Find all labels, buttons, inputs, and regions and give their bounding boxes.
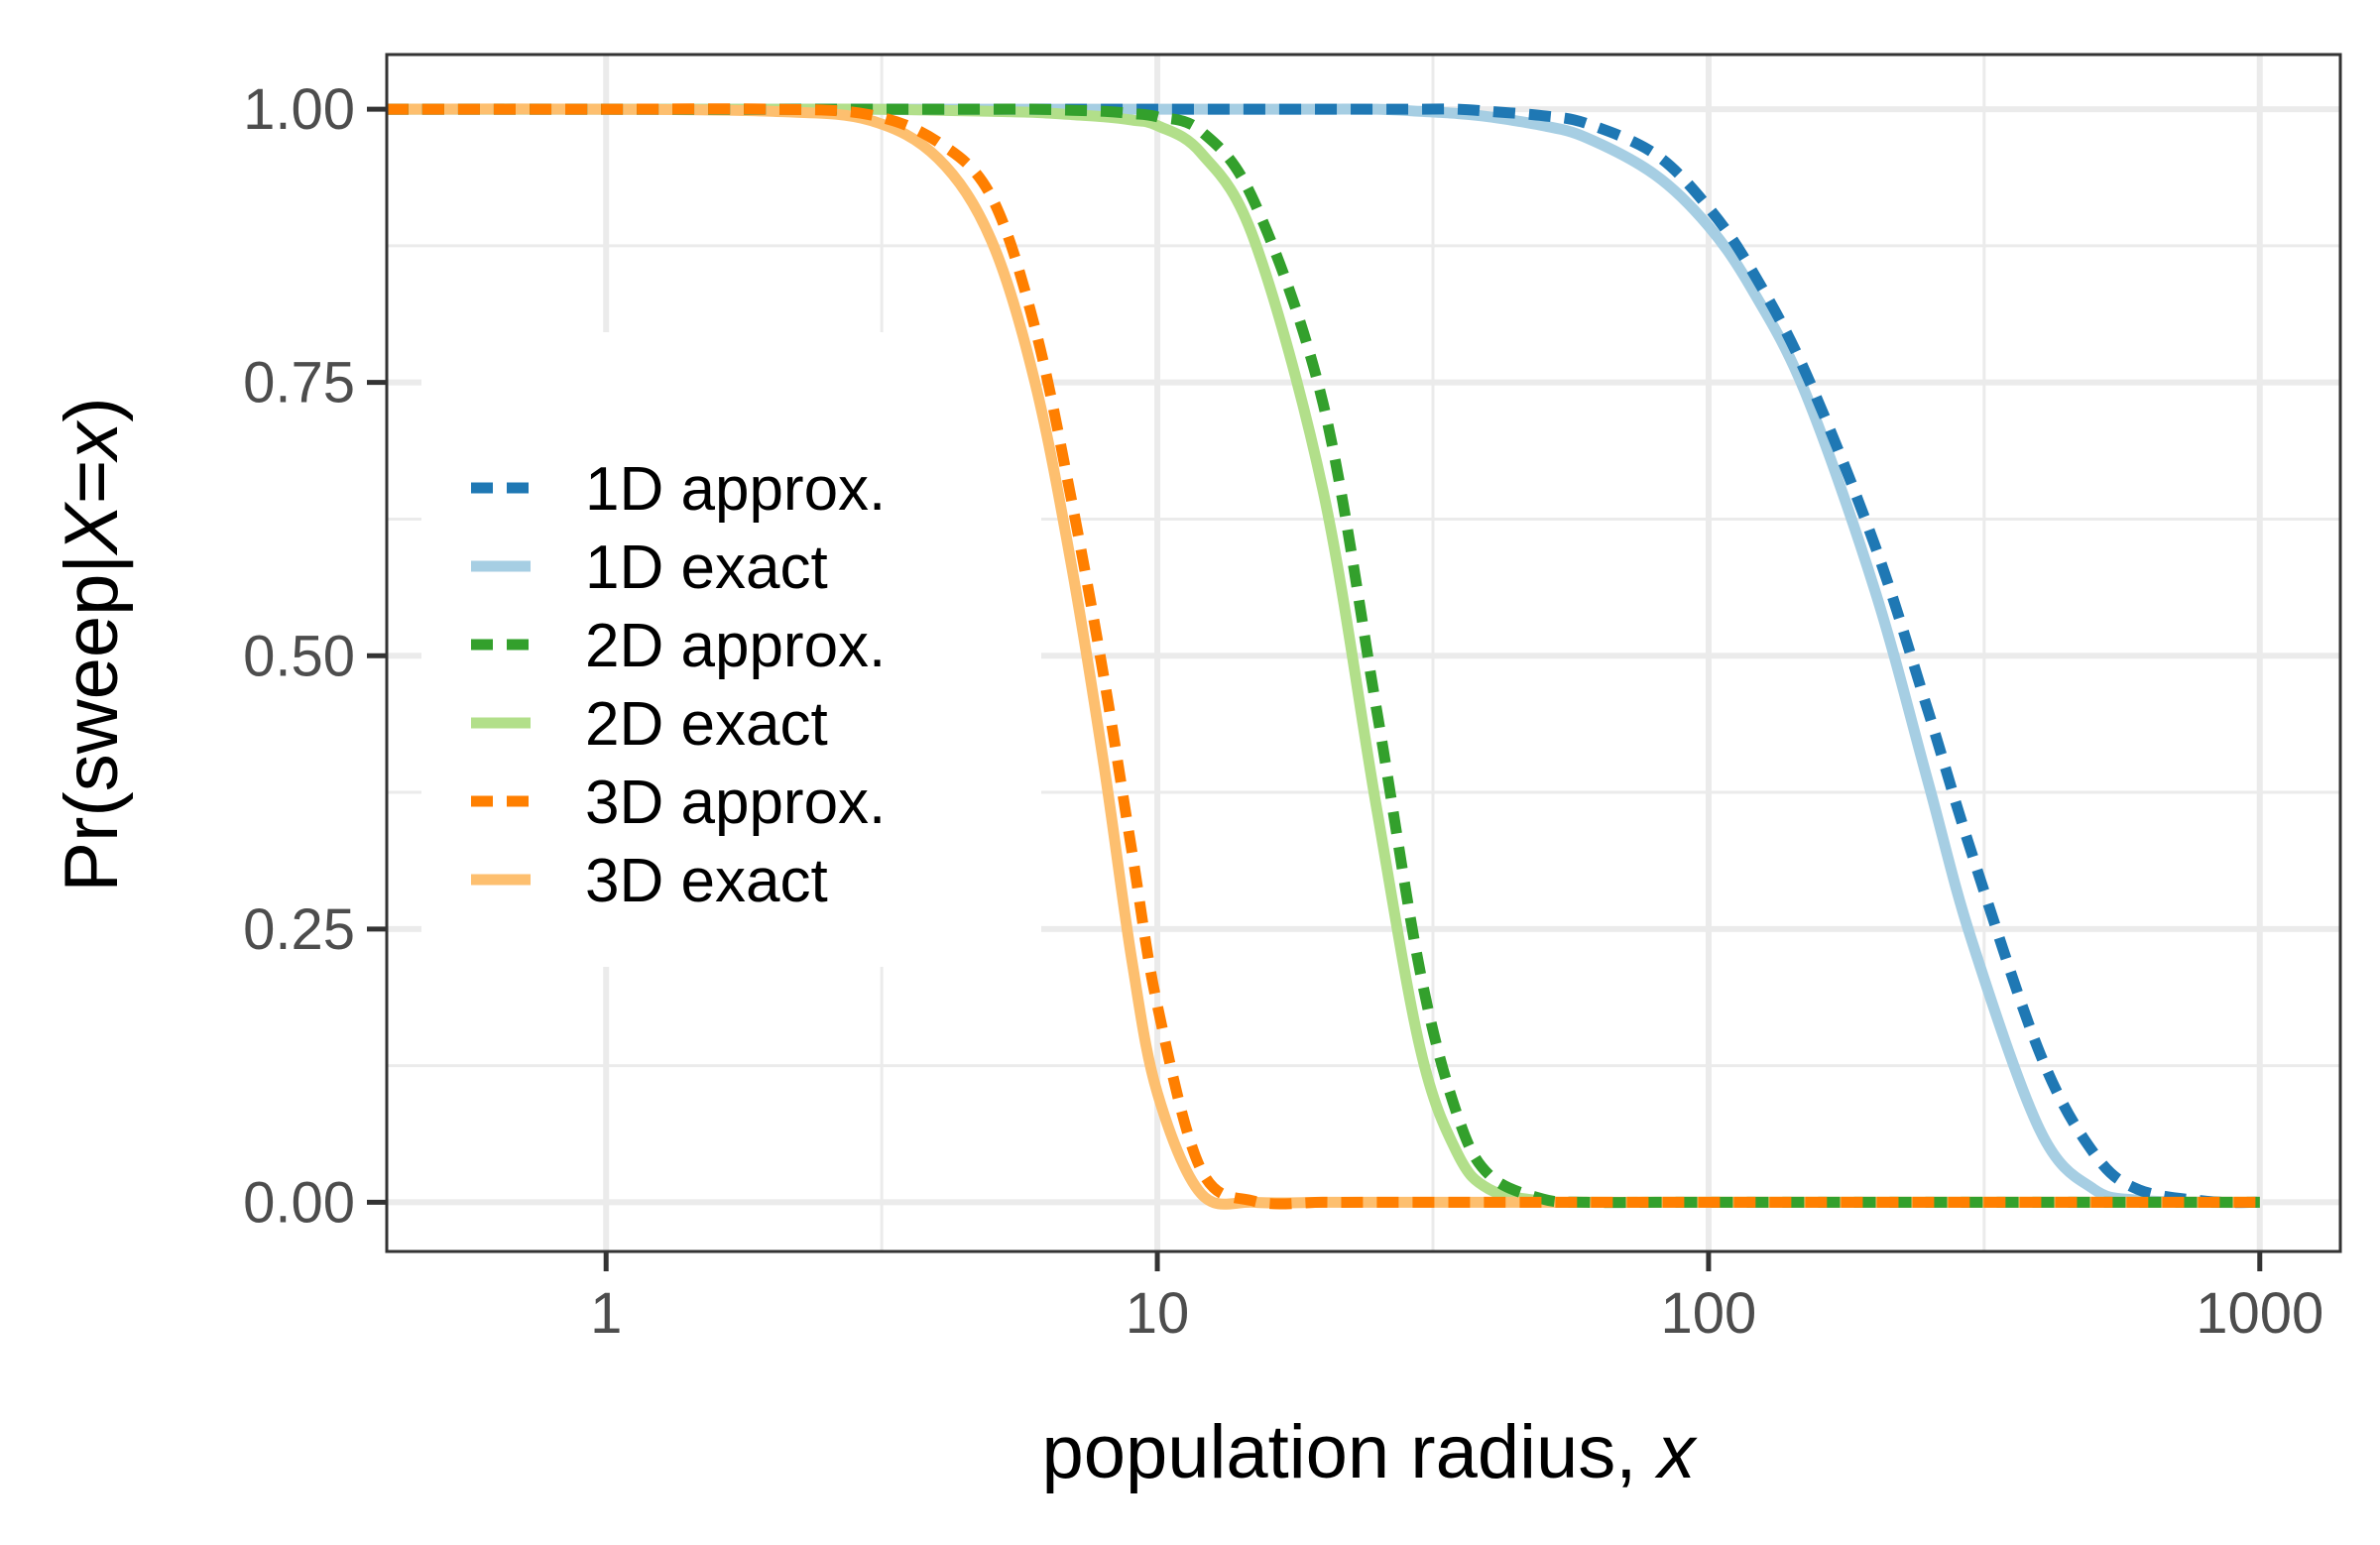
y-axis-title-suffix: ) (50, 397, 134, 421)
y-tick-label: 0.25 (243, 897, 355, 962)
x-axis: 1 10 100 1000 (590, 1251, 2323, 1346)
x-axis-title-variable: x (1654, 1410, 1699, 1494)
y-tick-label: 1.00 (243, 77, 355, 142)
y-axis-title-variable: x (50, 419, 134, 464)
y-axis-title-equals: = (50, 460, 134, 504)
y-axis-title-random-variable: X (50, 501, 134, 556)
legend-label: 1D approx. (585, 455, 886, 524)
legend-label: 1D exact (585, 534, 828, 602)
legend: 1D approx. 1D exact 2D approx. 2D exact 3D a… (471, 455, 886, 915)
series-line-3d-approx (386, 103, 2260, 1210)
x-tick-label: 1000 (2196, 1281, 2323, 1346)
y-tick-label: 0.00 (243, 1170, 355, 1235)
x-tick-label: 1 (590, 1281, 622, 1346)
x-axis-title-text: population radius, (1041, 1410, 1657, 1494)
legend-label: 2D approx. (585, 612, 886, 680)
legend-label: 2D exact (585, 690, 828, 759)
y-tick-label: 0.75 (243, 351, 355, 416)
y-tick-label: 0.50 (243, 624, 355, 688)
x-tick-label: 100 (1661, 1281, 1757, 1346)
panel-border (385, 53, 2342, 1253)
y-axis: 0.00 0.25 0.50 0.75 1.00 (243, 77, 387, 1235)
legend-label: 3D approx. (585, 769, 886, 837)
x-tick-label: 10 (1126, 1281, 1190, 1346)
y-axis-title-prefix: Pr(sweep| (50, 554, 134, 892)
y-axis-title: Pr(sweep|X=x) (50, 397, 134, 891)
legend-label: 3D exact (585, 847, 828, 915)
x-axis-title: population radius, x (1041, 1410, 1698, 1494)
plot-lines (386, 103, 2260, 1210)
